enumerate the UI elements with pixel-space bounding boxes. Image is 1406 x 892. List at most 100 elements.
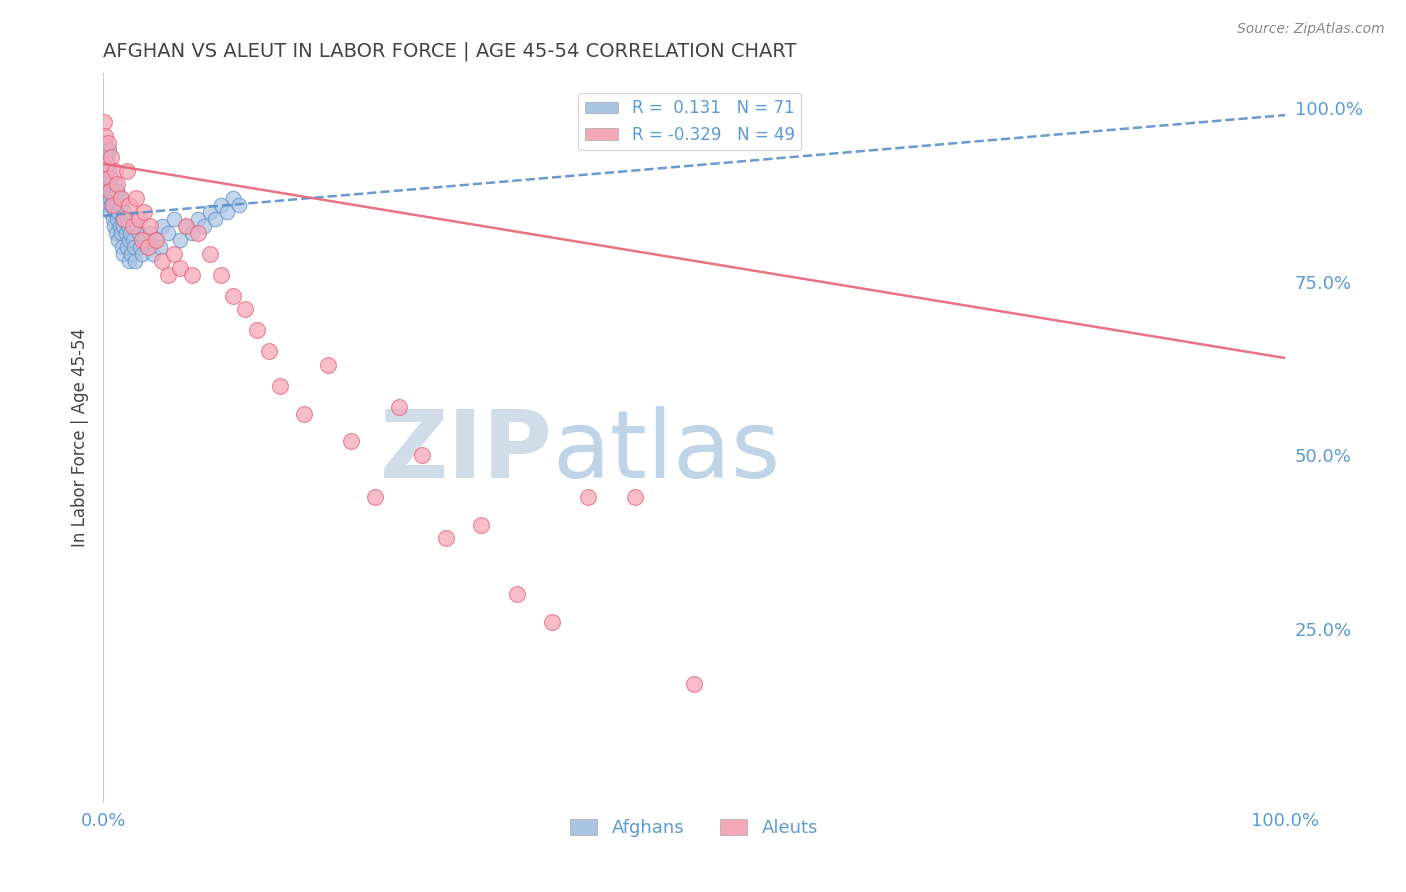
Point	[128, 226, 150, 240]
Point	[97, 136, 120, 150]
Point	[269, 378, 291, 392]
Point	[157, 268, 180, 282]
Point	[145, 233, 167, 247]
Point	[120, 226, 142, 240]
Text: ZIP: ZIP	[380, 407, 553, 499]
Legend: Afghans, Aleuts: Afghans, Aleuts	[562, 812, 825, 844]
Point	[222, 191, 245, 205]
Point	[198, 205, 221, 219]
Point	[104, 163, 127, 178]
Point	[228, 198, 250, 212]
Point	[98, 191, 121, 205]
Point	[110, 198, 132, 212]
Point	[541, 615, 564, 629]
Point	[576, 490, 599, 504]
Point	[128, 212, 150, 227]
Point	[411, 448, 433, 462]
Point	[108, 191, 131, 205]
Point	[98, 205, 121, 219]
Point	[624, 490, 647, 504]
Point	[112, 205, 135, 219]
Point	[118, 253, 141, 268]
Point	[145, 233, 167, 247]
Point	[105, 226, 128, 240]
Point	[388, 400, 411, 414]
Point	[169, 233, 191, 247]
Point	[96, 170, 118, 185]
Text: Source: ZipAtlas.com: Source: ZipAtlas.com	[1237, 22, 1385, 37]
Point	[193, 219, 215, 234]
Point	[96, 191, 118, 205]
Point	[134, 233, 156, 247]
Point	[121, 219, 143, 234]
Point	[150, 219, 173, 234]
Point	[131, 233, 153, 247]
Point	[150, 253, 173, 268]
Point	[94, 185, 117, 199]
Point	[104, 205, 127, 219]
Point	[209, 268, 232, 282]
Point	[112, 247, 135, 261]
Point	[118, 233, 141, 247]
Point	[108, 219, 131, 234]
Point	[187, 212, 209, 227]
Point	[105, 212, 128, 227]
Point	[98, 185, 121, 199]
Text: atlas: atlas	[553, 407, 780, 499]
Point	[110, 191, 132, 205]
Point	[209, 198, 232, 212]
Point	[187, 226, 209, 240]
Point	[114, 226, 136, 240]
Point	[174, 219, 197, 234]
Point	[105, 178, 128, 192]
Point	[257, 344, 280, 359]
Point	[98, 185, 121, 199]
Point	[506, 587, 529, 601]
Point	[105, 198, 128, 212]
Point	[292, 407, 315, 421]
Point	[149, 240, 172, 254]
Point	[222, 288, 245, 302]
Point	[117, 219, 139, 234]
Point	[103, 219, 125, 234]
Point	[122, 240, 145, 254]
Point	[316, 358, 339, 372]
Point	[128, 240, 150, 254]
Y-axis label: In Labor Force | Age 45-54: In Labor Force | Age 45-54	[72, 328, 89, 548]
Point	[94, 128, 117, 143]
Point	[198, 247, 221, 261]
Point	[107, 205, 129, 219]
Point	[131, 247, 153, 261]
Point	[470, 517, 492, 532]
Point	[96, 150, 118, 164]
Point	[111, 240, 134, 254]
Point	[103, 191, 125, 205]
Point	[683, 677, 706, 691]
Point	[121, 233, 143, 247]
Point	[98, 143, 121, 157]
Point	[163, 212, 186, 227]
Point	[180, 268, 202, 282]
Point	[94, 136, 117, 150]
Point	[204, 212, 226, 227]
Point	[98, 163, 121, 178]
Point	[98, 170, 121, 185]
Point	[100, 198, 122, 212]
Point	[112, 212, 135, 227]
Point	[135, 240, 157, 254]
Point	[136, 240, 159, 254]
Point	[169, 260, 191, 275]
Point	[93, 156, 115, 170]
Point	[111, 212, 134, 227]
Point	[163, 247, 186, 261]
Point	[246, 323, 269, 337]
Point	[112, 219, 135, 234]
Point	[139, 226, 162, 240]
Point	[105, 185, 128, 199]
Point	[115, 163, 138, 178]
Point	[101, 212, 124, 227]
Point	[142, 247, 165, 261]
Point	[124, 253, 146, 268]
Point	[125, 191, 148, 205]
Point	[104, 178, 127, 192]
